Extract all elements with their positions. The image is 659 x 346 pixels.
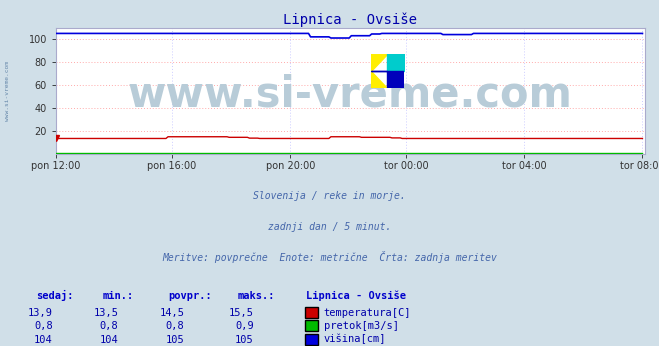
Text: www.si-vreme.com: www.si-vreme.com (5, 61, 11, 121)
Text: sedaj:: sedaj: (36, 290, 74, 301)
Polygon shape (371, 71, 404, 88)
Text: višina[cm]: višina[cm] (324, 334, 386, 345)
Text: 0,8: 0,8 (34, 321, 53, 331)
Text: www.si-vreme.com: www.si-vreme.com (128, 74, 573, 116)
Text: pretok[m3/s]: pretok[m3/s] (324, 321, 399, 331)
Text: temperatura[C]: temperatura[C] (324, 308, 411, 318)
Title: Lipnica - Ovsiše: Lipnica - Ovsiše (283, 12, 417, 27)
Text: 0,8: 0,8 (166, 321, 185, 331)
Text: 105: 105 (166, 335, 185, 345)
Text: maks.:: maks.: (237, 291, 275, 301)
Text: 0,8: 0,8 (100, 321, 119, 331)
Text: zadnji dan / 5 minut.: zadnji dan / 5 minut. (268, 222, 391, 232)
Text: 0,9: 0,9 (235, 321, 254, 331)
Text: Meritve: povprečne  Enote: metrične  Črta: zadnja meritev: Meritve: povprečne Enote: metrične Črta:… (162, 251, 497, 263)
Text: 15,5: 15,5 (229, 308, 254, 318)
Text: povpr.:: povpr.: (168, 291, 212, 301)
Text: 13,9: 13,9 (28, 308, 53, 318)
Text: 13,5: 13,5 (94, 308, 119, 318)
Polygon shape (371, 71, 387, 88)
Text: 105: 105 (235, 335, 254, 345)
Text: Lipnica - Ovsiše: Lipnica - Ovsiše (306, 291, 407, 301)
Text: 14,5: 14,5 (159, 308, 185, 318)
Text: Slovenija / reke in morje.: Slovenija / reke in morje. (253, 191, 406, 201)
Text: 104: 104 (100, 335, 119, 345)
Text: 104: 104 (34, 335, 53, 345)
Text: min.:: min.: (102, 291, 133, 301)
